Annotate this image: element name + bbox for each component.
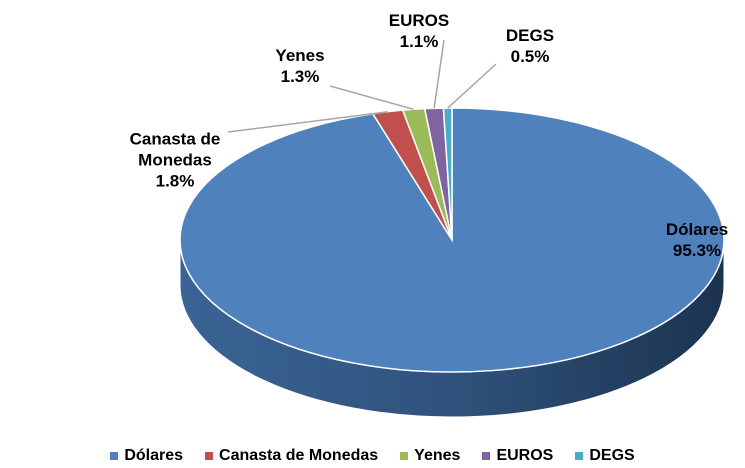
slice (442, 107, 453, 241)
data-label: Yenes 1.3% (245, 45, 355, 87)
label-category: Canasta de Monedas (129, 129, 221, 170)
legend-swatch (110, 452, 119, 460)
leader-line (433, 39, 445, 109)
legend-label: Canasta de Monedas (219, 447, 379, 464)
leader-line (447, 63, 497, 109)
data-label: DEGS 0.5% (475, 25, 585, 67)
legend-item: EUROS (482, 447, 553, 465)
label-value: 1.1% (399, 32, 439, 51)
label-category: Dólares (665, 220, 729, 239)
legend-item: DEGS (575, 447, 635, 465)
data-label: Dólares 95.3% (642, 219, 745, 261)
legend-swatch (400, 452, 409, 460)
leader-line (329, 85, 414, 111)
label-category: EUROS (388, 11, 450, 30)
legend-item: Canasta de Monedas (205, 447, 378, 465)
label-value: 0.5% (510, 47, 550, 66)
legend-item: Dólares (110, 447, 183, 465)
legend-label: Yenes (414, 447, 461, 464)
label-value: 1.3% (280, 67, 320, 86)
legend-swatch (575, 452, 584, 460)
legend-item: Yenes (400, 447, 460, 465)
legend-label: EUROS (496, 447, 554, 464)
leader-line (227, 111, 388, 133)
legend-label: DEGS (589, 447, 635, 464)
label-category: DEGS (505, 26, 555, 45)
legend-label: Dólares (124, 447, 184, 464)
data-label: Canasta de Monedas 1.8% (115, 129, 235, 192)
label-value: 1.8% (155, 171, 195, 191)
legend-swatch (205, 452, 214, 460)
label-value: 95.3% (672, 241, 722, 260)
label-category: Yenes (275, 46, 325, 65)
legend-swatch (482, 452, 491, 460)
data-label: EUROS 1.1% (364, 10, 474, 52)
legend: Dólares Canasta de Monedas Yenes EUROS DEGS (0, 447, 745, 465)
